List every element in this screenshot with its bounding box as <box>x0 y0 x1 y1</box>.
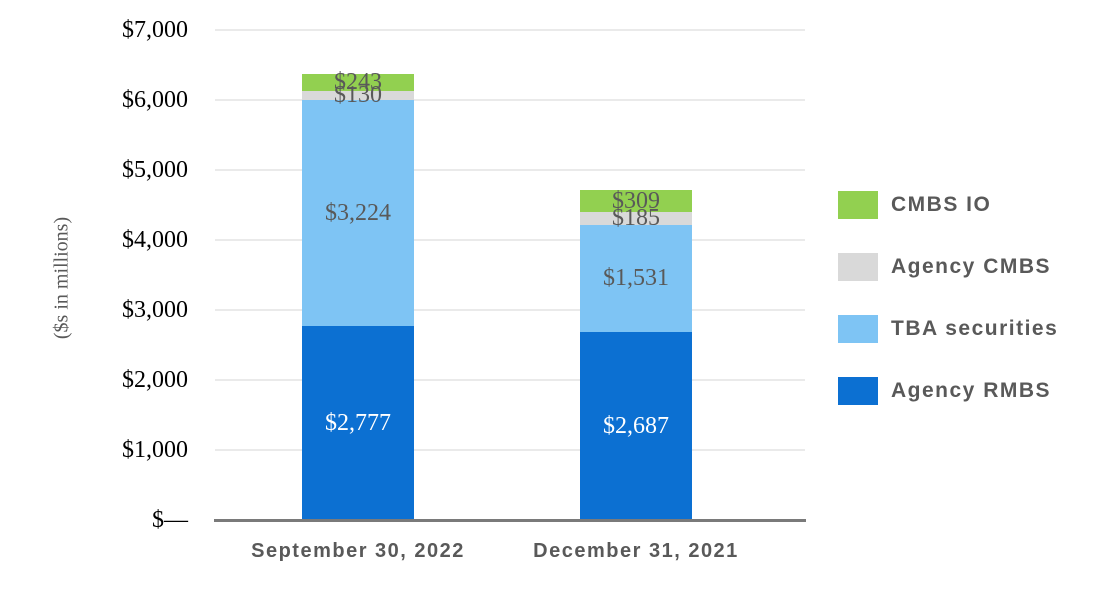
bar-segment-agency-cmbs <box>580 211 692 225</box>
y-axis-tick-label: $2,000 <box>122 367 188 393</box>
y-axis-tick-label: $— <box>152 507 188 533</box>
legend-item-agency-rmbs: Agency RMBS <box>838 377 1058 405</box>
bar-segment-value-tba-securities: $1,531 <box>603 265 669 292</box>
x-axis-line <box>214 519 806 522</box>
legend: CMBS IO Agency CMBS TBA securities Agency R… <box>838 191 1058 405</box>
legend-swatch-tba-securities <box>838 315 878 343</box>
bar-segment-value-agency-cmbs: $185 <box>612 205 660 232</box>
bar-segment-value-agency-cmbs: $130 <box>334 82 382 109</box>
gridline-1000 <box>215 449 805 451</box>
legend-label: TBA securities <box>891 317 1059 340</box>
y-axis-tick-label: $5,000 <box>122 157 188 183</box>
y-axis-tick-label: $7,000 <box>122 17 188 43</box>
bar-segment-cmbs-io <box>302 73 414 91</box>
legend-label: Agency CMBS <box>891 255 1052 278</box>
legend-label: Agency RMBS <box>891 379 1052 402</box>
legend-item-cmbs-io: CMBS IO <box>838 191 1058 219</box>
bar-segment-value-agency-rmbs: $2,777 <box>325 409 391 436</box>
bar-segment-value-agency-rmbs: $2,687 <box>603 412 669 439</box>
bar-segment-cmbs-io <box>580 190 692 212</box>
x-axis-category-label: September 30, 2022 <box>251 540 465 562</box>
gridline-3000 <box>215 309 805 311</box>
gridline-7000 <box>215 29 805 31</box>
y-axis-tick-label: $6,000 <box>122 87 188 113</box>
legend-swatch-agency-rmbs <box>838 377 878 405</box>
bar-segment-agency-rmbs <box>302 325 414 520</box>
bar-segment-agency-cmbs <box>302 90 414 100</box>
legend-item-tba-securities: TBA securities <box>838 315 1058 343</box>
bar-segment-tba-securities <box>302 99 414 326</box>
y-axis-tick-label: $1,000 <box>122 437 188 463</box>
y-axis-tick-label: $4,000 <box>122 227 188 253</box>
legend-swatch-agency-cmbs <box>838 253 878 281</box>
y-axis-tick-label: $3,000 <box>122 297 188 323</box>
gridline-6000 <box>215 99 805 101</box>
legend-item-agency-cmbs: Agency CMBS <box>838 253 1058 281</box>
bar-segment-tba-securities <box>580 224 692 332</box>
legend-swatch-cmbs-io <box>838 191 878 219</box>
gridline-4000 <box>215 239 805 241</box>
gridline-5000 <box>215 169 805 171</box>
x-axis-category-label: December 31, 2021 <box>533 540 739 562</box>
gridline-2000 <box>215 379 805 381</box>
bar-segment-value-cmbs-io: $309 <box>612 187 660 214</box>
legend-label: CMBS IO <box>891 193 992 216</box>
bar-segment-agency-rmbs <box>580 331 692 520</box>
bar-segment-value-tba-securities: $3,224 <box>325 199 391 226</box>
bar-segment-value-cmbs-io: $243 <box>334 69 382 96</box>
